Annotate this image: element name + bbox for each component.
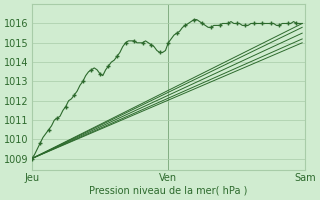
X-axis label: Pression niveau de la mer( hPa ): Pression niveau de la mer( hPa )	[89, 186, 247, 196]
